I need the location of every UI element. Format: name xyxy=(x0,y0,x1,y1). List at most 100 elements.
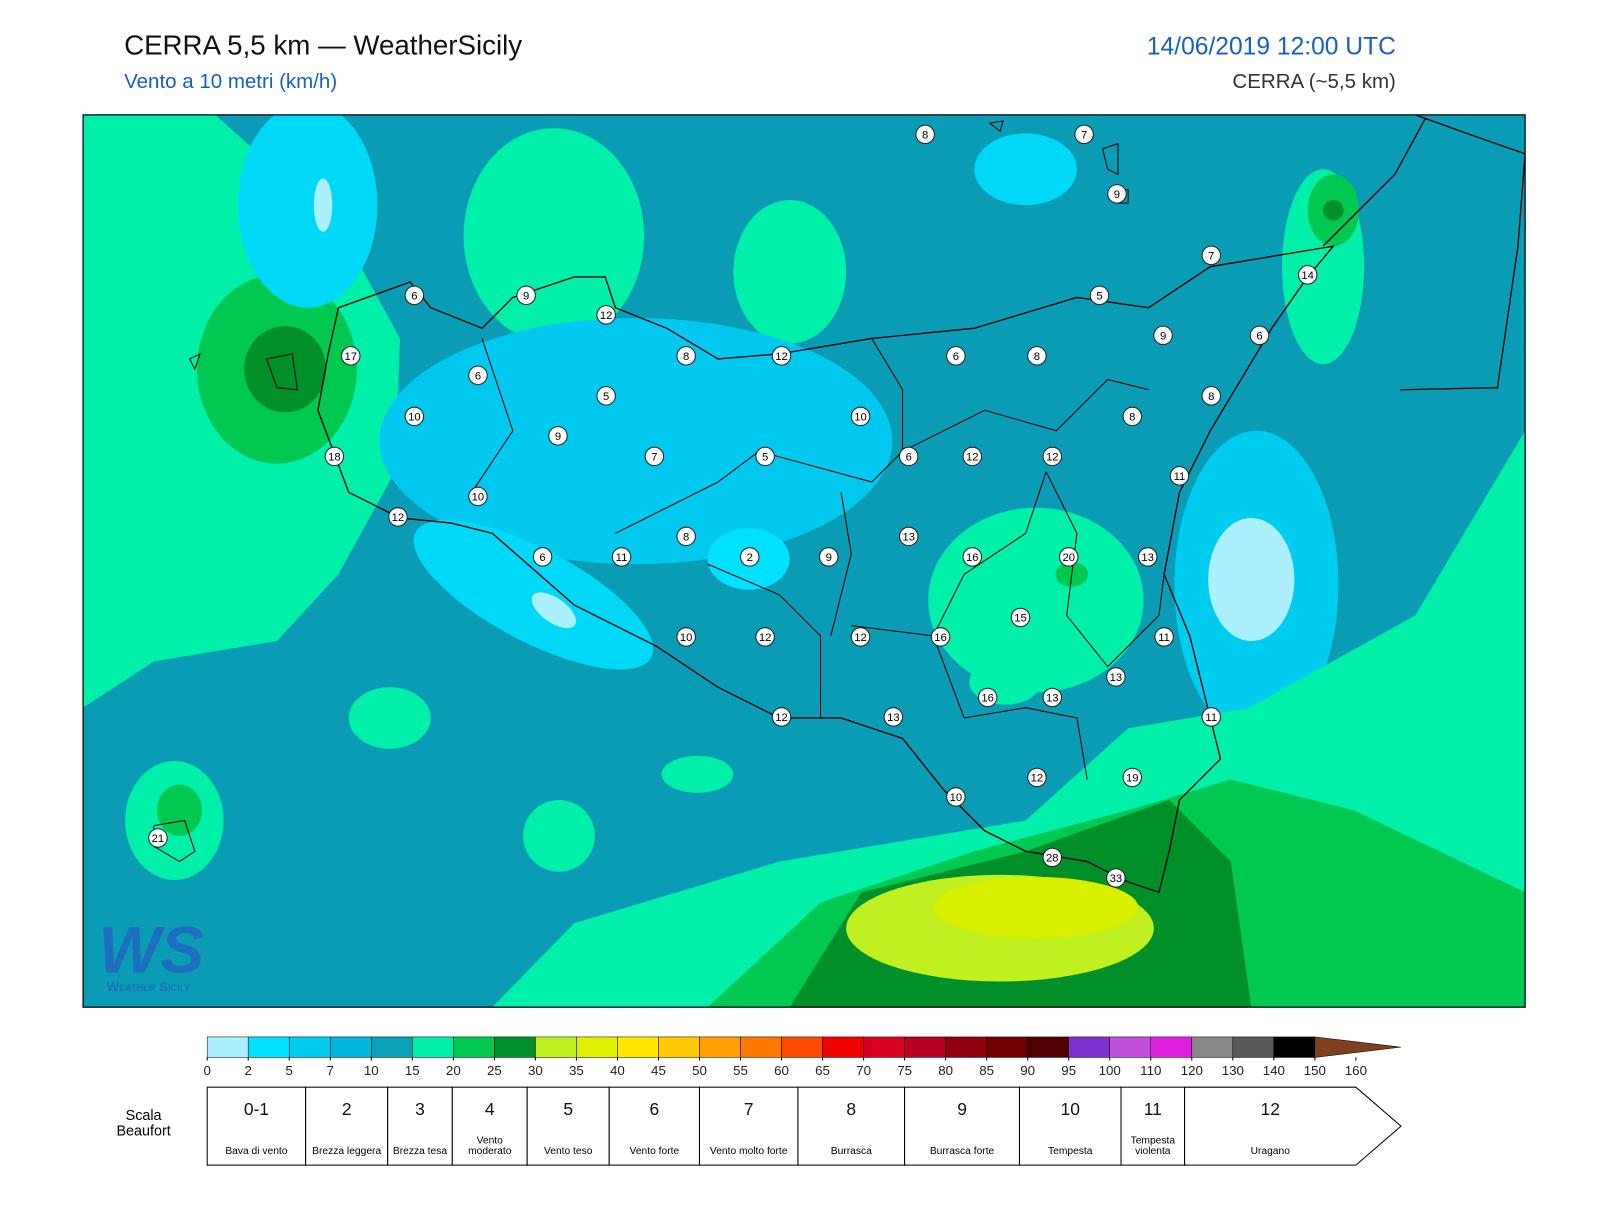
beaufort-cell xyxy=(305,1086,389,1166)
station-value: 20 xyxy=(1062,552,1075,564)
beaufort-name: Burrasca xyxy=(830,1145,872,1157)
color-cell xyxy=(371,1036,413,1058)
map: 8 7 9 7 14 6 9 12 5 9 6 17 8 12 6 8 6 5 8 10 10 8 18 9 7 5 6 12 12 11… xyxy=(83,114,1526,1008)
station-marker xyxy=(548,426,568,446)
beaufort-name-box: Vento teso xyxy=(543,1145,593,1157)
station-marker xyxy=(946,787,966,807)
station-marker xyxy=(915,124,935,145)
station-marker xyxy=(1042,687,1063,708)
station-value: 16 xyxy=(966,552,979,564)
station-value: 8 xyxy=(1208,391,1214,403)
station-value: 15 xyxy=(1014,613,1027,625)
beaufort-cell xyxy=(1018,1086,1122,1166)
color-cell xyxy=(740,1036,782,1058)
beaufort-name: Uragano xyxy=(1250,1145,1290,1157)
beaufort-force: 10 xyxy=(1061,1099,1081,1119)
beaufort-scale: Scala Beaufort 0-1 Bava di vento 2 Brezza l… xyxy=(116,1086,1402,1166)
beaufort-name: Vento teso xyxy=(543,1145,593,1157)
colorbar-tick-label: 20 xyxy=(446,1063,461,1078)
station-value: 21 xyxy=(152,833,165,845)
station-value: 7 xyxy=(1208,250,1214,262)
station-value: 8 xyxy=(922,129,928,141)
station-marker xyxy=(755,627,775,647)
color-cell xyxy=(453,1036,495,1058)
station-marker xyxy=(930,627,951,647)
logo-mark: WS xyxy=(98,913,204,986)
station-marker xyxy=(1010,607,1031,628)
station-marker xyxy=(644,446,665,467)
beaufort-cell xyxy=(1184,1086,1402,1166)
station-marker xyxy=(611,547,632,567)
colorbar-tick-label: 60 xyxy=(774,1063,789,1078)
station-marker xyxy=(596,305,616,325)
colorbar-tick-label: 160 xyxy=(1345,1063,1367,1078)
station-value: 11 xyxy=(1174,471,1186,483)
station-value: 13 xyxy=(902,532,915,544)
beaufort-label-box: Scala Beaufort xyxy=(116,1107,171,1139)
colorbar-tick-label: 0 xyxy=(203,1063,210,1078)
station-value: 7 xyxy=(1081,129,1087,141)
station-marker xyxy=(755,446,775,467)
station-value: 13 xyxy=(1046,693,1059,705)
station-value: 6 xyxy=(1256,330,1262,342)
station-value: 5 xyxy=(1096,290,1102,302)
beaufort-cell xyxy=(1120,1086,1186,1166)
beaufort-cell xyxy=(451,1086,528,1166)
colorbar-tick-label: 40 xyxy=(610,1063,625,1078)
colorbar-tick-label: 150 xyxy=(1304,1063,1326,1078)
beaufort-force: 3 xyxy=(415,1099,425,1119)
station-marker xyxy=(1201,245,1222,266)
colorbar-tick-label: 65 xyxy=(815,1063,830,1078)
colorbar-tick-label: 50 xyxy=(692,1063,707,1078)
beaufort-force: 6 xyxy=(650,1099,660,1119)
beaufort-name-box: Vento forte xyxy=(630,1146,680,1156)
station-marker xyxy=(1089,285,1110,306)
station-value: 12 xyxy=(775,712,788,724)
station-marker xyxy=(1297,265,1318,285)
beaufort-cell xyxy=(387,1086,453,1166)
color-cell xyxy=(1109,1036,1152,1058)
beaufort-label: Scala Beaufort xyxy=(116,1107,171,1139)
color-cell xyxy=(1027,1036,1069,1058)
colorbar-tick-label: 30 xyxy=(528,1063,543,1078)
station-marker xyxy=(1106,868,1126,888)
beaufort-force: 5 xyxy=(563,1099,573,1119)
station-marker xyxy=(404,406,425,427)
color-cell xyxy=(658,1036,700,1058)
beaufort-force: 7 xyxy=(744,1099,754,1119)
station-value: 8 xyxy=(683,532,689,544)
station-marker xyxy=(962,547,983,567)
beaufort-force: 8 xyxy=(846,1099,856,1119)
station-marker xyxy=(1249,325,1270,346)
station-value: 7 xyxy=(651,452,657,464)
station-value: 33 xyxy=(1110,873,1123,885)
station-marker xyxy=(676,346,696,366)
beaufort-name-box: Vento moderato xyxy=(468,1136,511,1157)
station-value: 13 xyxy=(887,712,900,724)
beaufort-name-box: Tempesta violenta xyxy=(1131,1136,1175,1157)
colorbar-tick-label: 110 xyxy=(1140,1063,1161,1078)
color-cell xyxy=(863,1036,905,1058)
station-marker xyxy=(404,285,425,306)
beaufort-name: Burrasca forte xyxy=(929,1145,995,1157)
map-frame xyxy=(82,114,1526,1008)
beaufort-name-box: Burrasca forte xyxy=(929,1145,995,1157)
color-cell xyxy=(329,1036,372,1058)
colorbar-tick-label: 75 xyxy=(897,1063,912,1078)
station-marker xyxy=(468,365,488,386)
station-value: 11 xyxy=(1158,632,1170,644)
color-cell xyxy=(617,1036,659,1058)
station-value: 18 xyxy=(328,452,341,464)
beaufort-name: Brezza leggera xyxy=(312,1145,382,1157)
station-value: 12 xyxy=(966,452,979,464)
station-value: 6 xyxy=(475,370,481,382)
beaufort-name-box: Uragano xyxy=(1250,1145,1290,1157)
station-value: 9 xyxy=(1160,330,1166,342)
station-value: 12 xyxy=(392,512,405,524)
colorbar-tick-label: 15 xyxy=(405,1063,420,1078)
station-marker xyxy=(532,547,553,567)
color-cell xyxy=(986,1036,1028,1058)
station-value: 13 xyxy=(1141,552,1154,564)
colorbar-tick-label: 55 xyxy=(733,1063,748,1078)
beaufort-name-box: Tempesta xyxy=(1048,1146,1092,1156)
